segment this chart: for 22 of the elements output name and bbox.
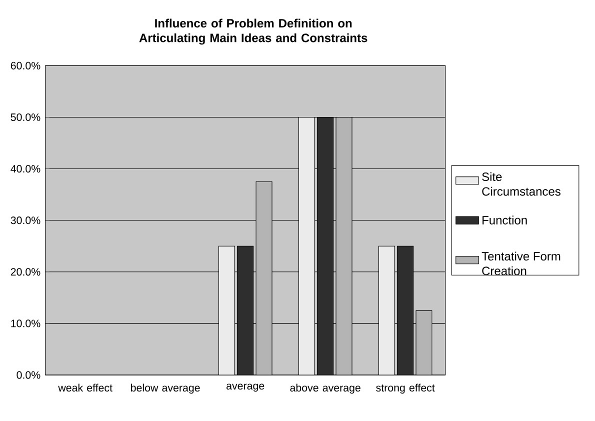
y-tick-label: 40.0% <box>10 165 40 173</box>
bar <box>218 246 235 375</box>
bar <box>397 246 414 375</box>
legend-label: Site Circumstances <box>482 172 560 196</box>
y-tick-label: 10.0% <box>11 320 40 328</box>
y-tick-label: 50.0% <box>10 113 40 121</box>
y-tick-label: 0.0% <box>16 371 40 379</box>
legend-label: Tentative Form Creation <box>482 252 560 276</box>
y-tick-label: 60.0% <box>10 62 40 70</box>
x-tick-label: above average <box>290 384 360 394</box>
bar <box>317 116 334 375</box>
chart-title: Influence of Problem Definition on Articulating Main Ideas and Constraints <box>139 18 368 45</box>
x-tick-label: below average <box>131 384 200 394</box>
bar <box>237 246 254 375</box>
y-tick-label: 20.0% <box>10 268 40 276</box>
bar <box>298 116 315 375</box>
x-tick-label: strong effect <box>376 384 435 394</box>
legend-label: Function <box>482 216 527 224</box>
x-tick-label: weak effect <box>58 384 112 392</box>
bar <box>378 246 395 375</box>
y-tick-label: 30.0% <box>10 216 40 224</box>
x-tick-label: average <box>226 384 264 392</box>
